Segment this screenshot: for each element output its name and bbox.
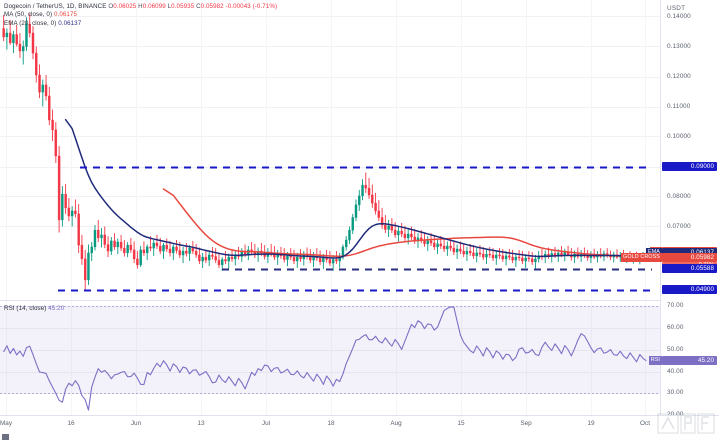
time-tick-18: 18: [327, 420, 335, 427]
rsi-legend: RSI (14, close) 45.20: [4, 305, 64, 313]
price-tick-0.13000: 0.13000: [667, 42, 691, 50]
quote-unit-label: USDT: [667, 5, 686, 12]
rsi-legend-label[interactable]: RSI (14, close): [4, 305, 47, 312]
price-badge-0.05588[interactable]: 0.05588: [662, 264, 717, 274]
ohlc-change: -0.00043 (-0.71%): [225, 3, 278, 10]
rsi-tick-60.00: 60.00: [667, 324, 684, 332]
pane-divider[interactable]: [0, 300, 660, 301]
time-tick-Jul: Jul: [261, 420, 271, 427]
ma-value: 0.06175: [53, 11, 78, 19]
price-pane[interactable]: [0, 0, 660, 300]
time-tick-15: 15: [457, 420, 465, 427]
ema-name[interactable]: EMA: [4, 19, 18, 27]
footer-note: [2, 434, 11, 443]
ma-params: (50, close, 0): [14, 11, 53, 19]
watermark-logo: [657, 412, 715, 441]
time-tick-Sep: Sep: [520, 420, 532, 427]
price-tag-ema: EMA: [646, 247, 662, 257]
price-tick-0.12000: 0.12000: [667, 72, 691, 80]
price-tick-0.07000: 0.07000: [667, 222, 691, 230]
price-tick-0.14000: 0.14000: [667, 12, 691, 20]
price-plot: [2, 13, 652, 292]
rsi-pane[interactable]: [0, 302, 660, 415]
rsi-tick-20.00: 20.00: [667, 411, 684, 418]
rsi-tag: RSI: [648, 355, 662, 365]
ohlc-high-label: H: [138, 3, 143, 10]
ohlc-open-label: O: [108, 3, 114, 10]
ema-legend-row: EMA (20, close, 0) 0.06137: [4, 20, 277, 28]
rsi-value-badge[interactable]: 45.20: [662, 355, 717, 365]
price-badge-0.09000[interactable]: 0.09000: [662, 162, 717, 171]
rsi-tick-30.00: 30.00: [667, 389, 684, 397]
ohlc-low-label: L: [167, 3, 172, 10]
rsi-grid: [0, 302, 660, 415]
price-badge-gold-cross[interactable]: 0.05982: [662, 252, 717, 262]
rsi-legend-value: 45.20: [48, 305, 65, 312]
footer-square-icon: [2, 434, 9, 440]
ema-params: (20, close, 0): [19, 19, 57, 27]
time-tick-13: 13: [197, 420, 205, 427]
ma-legend-row: MA (50, close, 0) 0.06175: [4, 11, 277, 19]
price-tick-0.08000: 0.08000: [667, 192, 691, 200]
rsi-tick-70.00: 70.00: [667, 302, 684, 310]
rsi-plot: [0, 306, 660, 411]
time-tick-Aug: Aug: [390, 420, 402, 427]
price-tick-0.10000: 0.10000: [667, 132, 691, 140]
price-badge-0.04900[interactable]: 0.04900: [662, 285, 717, 294]
ohlc-high-value: 0.06099: [142, 3, 166, 10]
time-tick-16: 16: [67, 420, 75, 427]
ma-name[interactable]: MA: [4, 11, 14, 19]
price-badge-ema[interactable]: 0.06137: [662, 247, 717, 257]
price-tick-0.11000: 0.11000: [667, 102, 691, 110]
time-tick-Jun: Jun: [130, 420, 142, 427]
rsi-tick-50.00: 50.00: [667, 345, 684, 353]
time-tick-19: 19: [587, 420, 595, 427]
symbol-legend-row: Dogecoin / TetherUS, 1D, BINANCE O0.0602…: [4, 3, 277, 11]
time-tick-May: May: [0, 420, 13, 427]
ohlc-low-value: 0.05935: [171, 3, 195, 10]
symbol-title[interactable]: Dogecoin / TetherUS, 1D, BINANCE: [4, 3, 107, 10]
price-tag-gold-cross: GOLD CROSS: [621, 252, 662, 262]
time-tick-Oct: Oct: [640, 420, 650, 427]
ohlc-open-value: 0.06025: [113, 3, 137, 10]
price-scale[interactable]: USDT 0.14000 0.13000 0.12000 0.11000 0.10000…: [621, 0, 719, 418]
price-legend: Dogecoin / TetherUS, 1D, BINANCE O0.0602…: [4, 3, 277, 28]
time-scale[interactable]: May 16 Jun 13 Jul 18 Aug 15 Sep 19 Oct: [0, 415, 719, 433]
rsi-tick-40.00: 40.00: [667, 367, 684, 375]
ohlc-close-label: C: [196, 3, 201, 10]
ohlc-close-value: 0.05982: [200, 3, 224, 10]
ema-value: 0.06137: [58, 19, 82, 27]
